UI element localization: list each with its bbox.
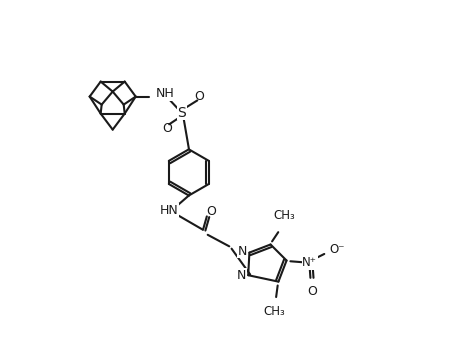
- Text: S: S: [177, 106, 186, 120]
- Text: N⁺: N⁺: [302, 256, 317, 269]
- Text: NH: NH: [156, 87, 174, 100]
- Text: O: O: [194, 90, 204, 103]
- Text: O: O: [207, 205, 217, 218]
- Text: N: N: [238, 245, 248, 258]
- Text: CH₃: CH₃: [264, 305, 285, 318]
- Text: O: O: [307, 285, 317, 298]
- Text: HN: HN: [159, 203, 178, 217]
- Text: O⁻: O⁻: [330, 243, 345, 256]
- Text: N: N: [237, 269, 246, 282]
- Text: O: O: [162, 122, 172, 135]
- Text: CH₃: CH₃: [273, 209, 295, 222]
